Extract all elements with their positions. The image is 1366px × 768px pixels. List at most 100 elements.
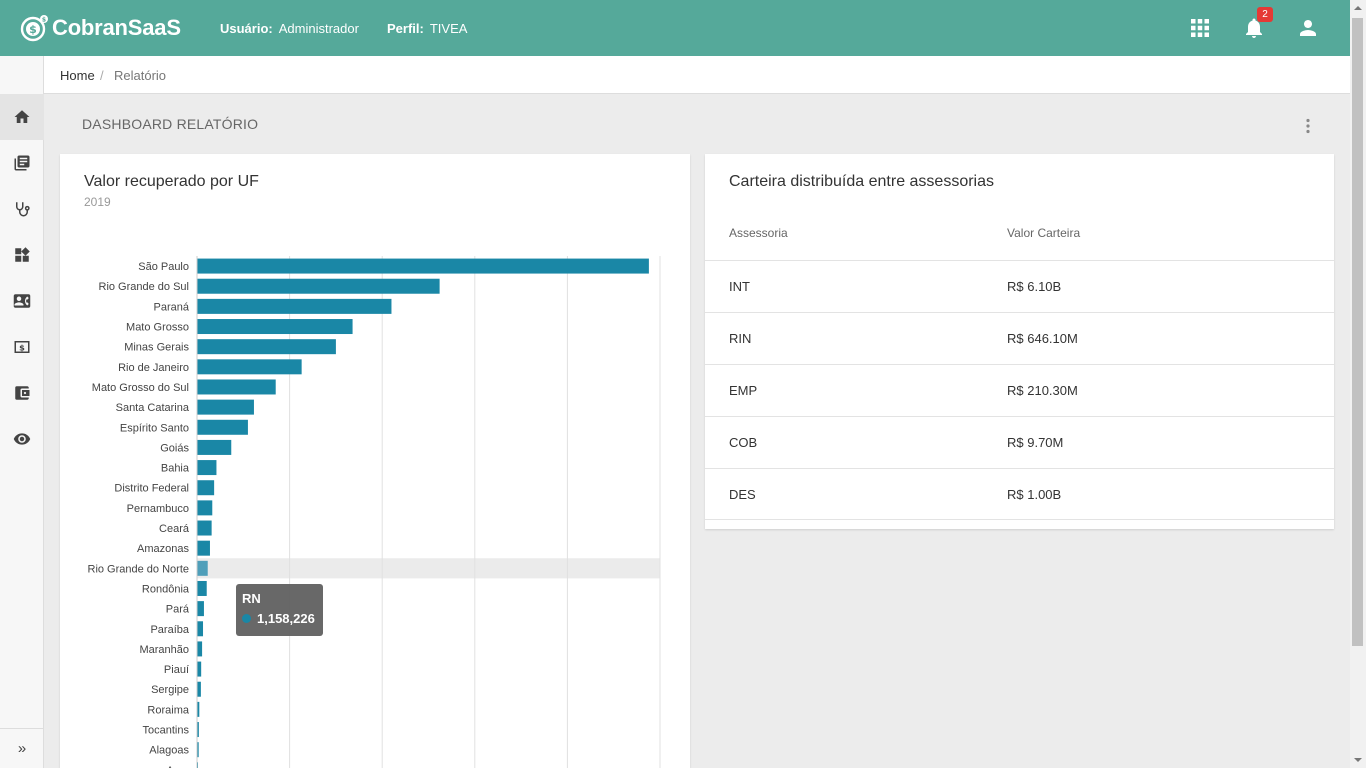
category-label: Acre	[166, 765, 189, 768]
bell-icon[interactable]	[1242, 16, 1266, 40]
chart-bar[interactable]	[197, 520, 212, 536]
user-label: Usuário:	[220, 21, 273, 36]
profile-info: Perfil: TIVEA	[387, 21, 467, 36]
chart-bar[interactable]	[197, 278, 440, 294]
wallet-icon	[15, 386, 30, 400]
chart-bar[interactable]	[197, 359, 302, 375]
cell-valor: R$ 210.30M	[1007, 383, 1078, 398]
chart-bar[interactable]	[197, 319, 353, 335]
chart-bar[interactable]	[197, 641, 203, 657]
chart-bar[interactable]	[197, 580, 207, 596]
logo-coin-icon: $ $	[20, 15, 48, 42]
category-label: Pernambuco	[127, 503, 189, 515]
chart-bar[interactable]	[197, 480, 215, 496]
table-title: Carteira distribuída entre assessorias	[729, 173, 995, 190]
more-vert-icon[interactable]	[1300, 117, 1316, 135]
column-header-valor[interactable]: Valor Carteira	[1007, 226, 1081, 240]
chart-bar[interactable]	[197, 460, 217, 476]
chart-bar[interactable]	[197, 621, 204, 637]
breadcrumb-separator: /	[100, 68, 104, 83]
cell-assessoria: DES	[729, 487, 756, 502]
category-label: Bahia	[161, 463, 190, 475]
highlight-band	[197, 558, 660, 579]
sidebar-expand-button[interactable]: »	[0, 728, 44, 768]
category-label: Santa Catarina	[116, 402, 190, 414]
chart-bar[interactable]	[197, 419, 248, 435]
eye-icon	[13, 433, 31, 445]
cell-valor: R$ 1.00B	[1007, 487, 1062, 502]
category-label: Goiás	[160, 442, 189, 454]
scroll-up-arrow-icon[interactable]	[1350, 0, 1366, 16]
chart-bar[interactable]	[197, 258, 649, 274]
breadcrumb: Home / Relatório	[44, 56, 1350, 94]
category-label: Roraima	[147, 704, 189, 716]
double-chevron-right-icon: »	[17, 740, 27, 757]
category-label: Distrito Federal	[114, 483, 189, 495]
chart-bar[interactable]	[197, 500, 213, 516]
category-label: Minas Gerais	[124, 342, 189, 354]
category-label: Amazonas	[137, 543, 189, 555]
sidebar-item-stethoscope[interactable]	[0, 186, 44, 232]
notification-badge: 2	[1257, 7, 1273, 22]
table-row[interactable]: DES R$ 1.00B	[705, 468, 1334, 520]
category-label: Piauí	[164, 664, 189, 676]
sidebar-item-money[interactable]: $	[0, 324, 44, 370]
chart-tooltip: RN 1,158,226	[236, 584, 323, 636]
scroll-down-arrow-icon[interactable]	[1350, 752, 1366, 768]
money-icon: $	[14, 341, 30, 353]
svg-text:$: $	[42, 17, 46, 24]
table-row[interactable]: RIN R$ 646.10M	[705, 312, 1334, 364]
category-label: Tocantins	[143, 725, 190, 737]
category-label: Ceará	[159, 523, 190, 535]
svg-text:$: $	[19, 342, 25, 352]
category-label: Paraíba	[150, 624, 189, 636]
column-header-assessoria[interactable]: Assessoria	[729, 226, 788, 240]
chart-bar[interactable]	[197, 540, 210, 556]
home-icon	[14, 110, 30, 123]
chart-bar[interactable]	[197, 742, 199, 758]
chart-bar[interactable]	[197, 661, 202, 677]
sidebar-item-wallet[interactable]	[0, 370, 44, 416]
chart-bar[interactable]	[197, 379, 276, 395]
sidebar-item-widgets[interactable]	[0, 232, 44, 278]
chart-bar[interactable]	[197, 439, 232, 455]
brand-logo[interactable]: $ $ CobranSaaS	[19, 11, 181, 45]
scrollbar-thumb[interactable]	[1352, 18, 1363, 646]
category-label: Mato Grosso	[126, 322, 189, 334]
sidebar-item-contacts[interactable]	[0, 278, 44, 324]
user-info: Usuário: Administrador	[220, 21, 359, 36]
chart-bar[interactable]	[197, 722, 199, 738]
top-bar: $ $ CobranSaaS Usuário: Administrador Per…	[0, 0, 1350, 56]
category-label: Pará	[166, 604, 190, 616]
sidebar-item-view[interactable]	[0, 416, 44, 462]
cell-assessoria: COB	[729, 435, 758, 450]
breadcrumb-home-link[interactable]: Home	[60, 68, 95, 83]
category-label: Mato Grosso do Sul	[92, 382, 189, 394]
stethoscope-icon	[16, 202, 30, 217]
table-row[interactable]: EMP R$ 210.30M	[705, 364, 1334, 416]
chart-bar[interactable]	[197, 560, 208, 576]
chart-title: Valor recuperado por UF	[84, 173, 259, 190]
chart-bar[interactable]	[197, 681, 201, 697]
table-row[interactable]: INT R$ 6.10B	[705, 260, 1334, 312]
sidebar-item-library[interactable]	[0, 140, 44, 186]
category-label: Alagoas	[149, 745, 189, 757]
apps-grid-icon[interactable]	[1188, 16, 1212, 40]
user-icon[interactable]	[1296, 16, 1320, 40]
profile-value: TIVEA	[429, 21, 468, 36]
chart-bar[interactable]	[197, 339, 336, 355]
library-icon	[14, 155, 30, 171]
chart-bar[interactable]	[197, 399, 254, 415]
table-row[interactable]: COB R$ 9.70M	[705, 416, 1334, 468]
category-label: Espírito Santo	[120, 422, 189, 434]
chart-bar[interactable]	[197, 298, 392, 314]
chart-bar[interactable]	[197, 701, 200, 717]
tooltip-row: 1,158,226	[242, 611, 323, 626]
tooltip-series-dot	[242, 614, 251, 623]
chart-card: Valor recuperado por UF 2019	[60, 154, 690, 768]
category-label: Maranhão	[139, 644, 189, 656]
sidebar-item-home[interactable]	[0, 94, 44, 140]
chart-bar[interactable]	[197, 601, 204, 617]
svg-text:$: $	[29, 23, 37, 36]
